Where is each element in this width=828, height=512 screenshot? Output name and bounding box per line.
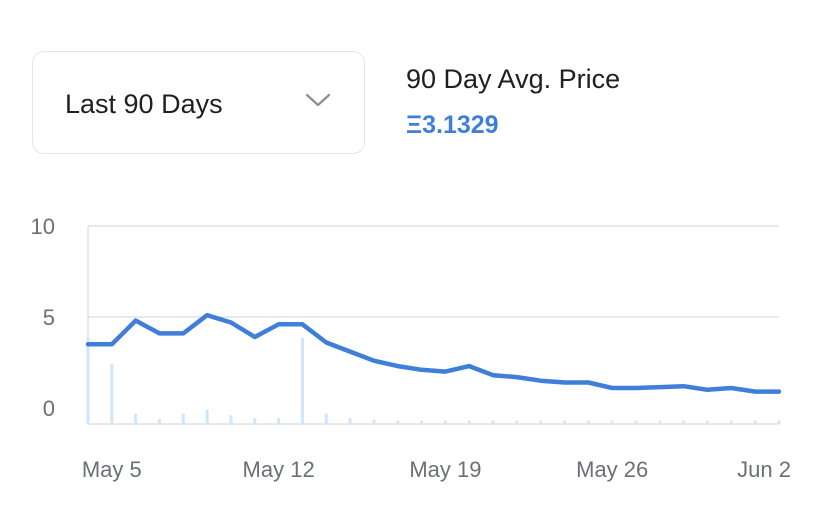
volume-bar <box>658 420 662 424</box>
x-tick-label: May 26 <box>576 457 648 482</box>
price-point <box>300 322 304 326</box>
price-point <box>586 381 590 385</box>
volume-bar <box>420 420 424 424</box>
price-point <box>610 386 614 390</box>
price-point <box>729 386 733 390</box>
volume-bar <box>563 420 567 424</box>
volume-bar <box>157 418 161 424</box>
volume-bar <box>610 420 614 424</box>
volume-bar <box>86 338 90 424</box>
volume-bar <box>515 420 519 424</box>
price-point <box>205 313 209 317</box>
volume-bar <box>753 420 757 424</box>
price-point <box>491 373 495 377</box>
price-point <box>181 331 185 335</box>
volume-bar <box>539 420 543 424</box>
volume-bar <box>706 420 710 424</box>
volume-bar <box>634 420 638 424</box>
volume-bar <box>372 419 376 424</box>
price-point <box>634 386 638 390</box>
price-point <box>229 320 233 324</box>
volume-bar <box>229 415 233 424</box>
avg-price-title: 90 Day Avg. Price <box>406 64 621 94</box>
price-point <box>110 342 114 346</box>
x-tick-label: Jun 2 <box>737 457 791 482</box>
volume-bar <box>729 420 733 424</box>
price-point <box>134 319 138 323</box>
price-point <box>467 364 471 368</box>
y-tick-label: 10 <box>31 214 55 239</box>
price-point <box>682 384 686 388</box>
y-tick-label: 5 <box>43 305 55 330</box>
price-point <box>348 350 352 354</box>
volume-bar <box>348 417 352 424</box>
volume-bar <box>110 363 114 424</box>
x-tick-label: May 5 <box>82 457 142 482</box>
avg-price-value: Ξ3.1329 <box>406 111 499 139</box>
x-tick-label: May 19 <box>409 457 481 482</box>
volume-bar <box>586 420 590 424</box>
x-tick-label: May 12 <box>243 457 315 482</box>
volume-bar <box>277 417 281 424</box>
volume-bar <box>205 409 209 424</box>
price-point <box>753 390 757 394</box>
volume-bar <box>491 420 495 424</box>
volume-bar <box>396 420 400 424</box>
volume-bar <box>181 413 185 424</box>
price-point <box>277 322 281 326</box>
volume-bar <box>467 420 471 424</box>
price-point <box>777 390 781 394</box>
volume-bar <box>300 338 304 424</box>
price-point <box>420 368 424 372</box>
price-point <box>539 379 543 383</box>
chevron-down-icon <box>305 93 331 107</box>
volume-bar <box>324 413 328 424</box>
price-point <box>706 388 710 392</box>
volume-bar <box>682 420 686 424</box>
price-point <box>372 359 376 363</box>
price-point <box>658 385 662 389</box>
price-point <box>443 370 447 374</box>
volume-bar <box>253 417 257 424</box>
price-point <box>396 364 400 368</box>
volume-bar <box>777 420 781 424</box>
price-point <box>253 335 257 339</box>
price-line <box>85 312 782 394</box>
price-point <box>515 375 519 379</box>
volume-bar <box>134 413 138 424</box>
price-point <box>157 331 161 335</box>
price-point <box>563 381 567 385</box>
y-tick-label: 0 <box>43 396 55 421</box>
time-range-value: Last 90 Days <box>65 89 223 119</box>
price-point <box>324 340 328 344</box>
volume-bar <box>443 420 447 424</box>
time-range-dropdown[interactable]: Last 90 Days <box>32 51 365 154</box>
price-point <box>86 342 90 346</box>
